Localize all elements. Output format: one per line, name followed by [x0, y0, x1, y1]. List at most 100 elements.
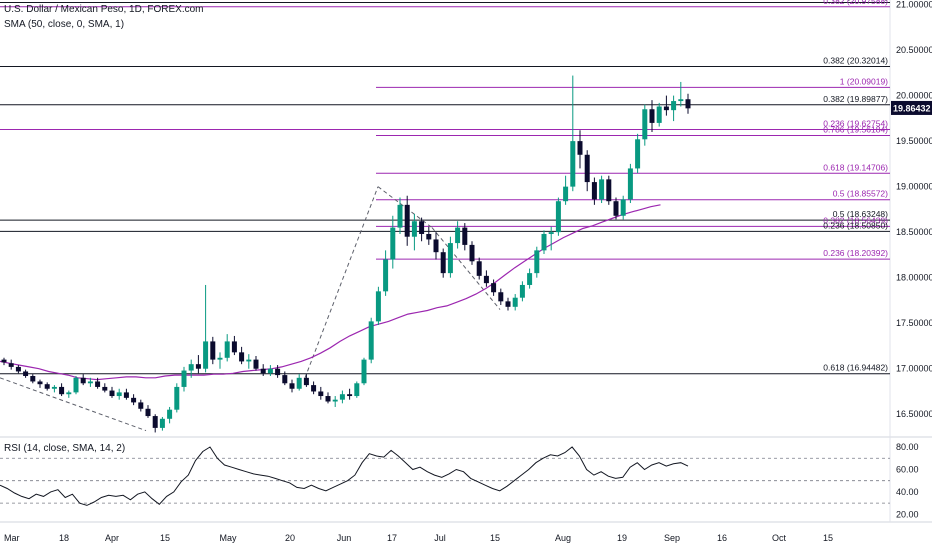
x-tick-label: Jul [434, 533, 446, 543]
x-tick-label: Sep [664, 533, 680, 543]
fib-level-label: 0.5 (18.85572) [833, 189, 888, 199]
candle-body [318, 391, 324, 397]
y-tick-label: 19.50000 [896, 136, 932, 146]
candle-body [383, 259, 389, 292]
x-tick-label: 19 [617, 533, 627, 543]
candle-body [671, 101, 677, 111]
fib-level-label: 0.382 (20.32014) [823, 55, 888, 65]
candle-body [527, 273, 533, 285]
candle-body [570, 141, 576, 187]
candle-body [131, 397, 137, 403]
candle-body [347, 394, 353, 397]
candle-body [606, 179, 612, 202]
candle-body [642, 109, 648, 140]
candle-body [167, 409, 173, 419]
candle-body [656, 106, 662, 123]
symbol-title: U.S. Dollar / Mexican Peso, 1D, FOREX.co… [4, 4, 204, 15]
candle-body [469, 244, 475, 262]
fib-level-label: 0.5 (18.63248) [833, 209, 888, 219]
candle-body [599, 179, 605, 200]
candle-body [15, 366, 21, 372]
candle-body [411, 221, 417, 237]
candle-body [51, 386, 57, 389]
x-tick-label: 15 [823, 533, 833, 543]
candle-body [397, 204, 403, 228]
candle-body [210, 341, 216, 360]
candle-body [627, 168, 633, 200]
candle-body [462, 227, 468, 245]
candle-body [663, 106, 669, 111]
candle-body [152, 416, 158, 428]
candle-body [563, 186, 569, 202]
candle-body [541, 233, 547, 251]
dashed-trend-line [304, 186, 379, 379]
candle-body [109, 390, 115, 397]
candle-body [498, 292, 504, 302]
fib-level-label: 0.382 (19.89877) [823, 94, 888, 104]
candle-body [491, 283, 497, 293]
candle-body [95, 381, 101, 387]
candle-body [231, 341, 237, 353]
candle-body [181, 370, 187, 387]
y-tick-label: 17.50000 [896, 318, 932, 328]
fib-level-label: 0.5 (21.02241) [833, 0, 888, 2]
dashed-trend-line [377, 186, 433, 229]
candle-body [1, 359, 7, 363]
candle-body [678, 99, 684, 102]
candle-body [59, 386, 65, 395]
candle-body [44, 384, 50, 389]
candle-body [368, 321, 374, 360]
candle-body [426, 233, 432, 240]
candle-body [102, 386, 108, 391]
candle-body [303, 377, 309, 386]
candle-body [325, 396, 331, 402]
last-price-value: 19.86432 [893, 103, 931, 113]
candle-body [239, 352, 245, 362]
candle-body [275, 368, 281, 376]
candle-body [649, 109, 655, 123]
candle-body [174, 386, 180, 410]
x-tick-label: Jun [337, 533, 352, 543]
candle-body [296, 377, 302, 389]
candle-body [260, 368, 266, 374]
candle-body [512, 297, 518, 307]
candle-body [87, 381, 93, 384]
candle-body [30, 376, 36, 382]
candle-body [591, 182, 597, 200]
candle-body [253, 359, 259, 369]
sma-50-line [0, 204, 661, 381]
rsi-tick-label: 80.00 [896, 442, 919, 452]
candle-body [23, 371, 29, 377]
candle-body [419, 221, 425, 234]
y-tick-label: 18.00000 [896, 273, 932, 283]
candle-body [584, 154, 590, 183]
x-tick-label: May [219, 533, 237, 543]
rsi-tick-label: 40.00 [896, 487, 919, 497]
x-tick-label: 20 [285, 533, 295, 543]
candle-body [37, 381, 43, 385]
fib-level-label: 0.236 (19.62754) [823, 118, 888, 128]
candle-body [217, 357, 223, 360]
candle-body [224, 341, 230, 358]
candle-body [354, 383, 360, 397]
candle-body [447, 243, 453, 274]
y-tick-label: 21.00000 [896, 0, 932, 10]
x-tick-label: 15 [160, 533, 170, 543]
x-tick-label: Apr [105, 533, 119, 543]
candle-body [339, 394, 345, 400]
candle-body [548, 232, 554, 234]
candle-body [433, 239, 439, 253]
fib-level-label: 0.236 (18.20392) [823, 248, 888, 258]
candle-body [116, 392, 122, 397]
candle-body [476, 261, 482, 276]
candle-body [519, 284, 525, 298]
candle-body [685, 99, 691, 109]
candle-body [8, 363, 14, 367]
fib-level-label: 0.382 (18.56439) [823, 215, 888, 225]
candle-body [620, 199, 626, 216]
candle-body [188, 364, 194, 371]
candle-body [123, 392, 129, 398]
y-tick-label: 20.00000 [896, 91, 932, 101]
y-tick-label: 16.50000 [896, 409, 932, 419]
